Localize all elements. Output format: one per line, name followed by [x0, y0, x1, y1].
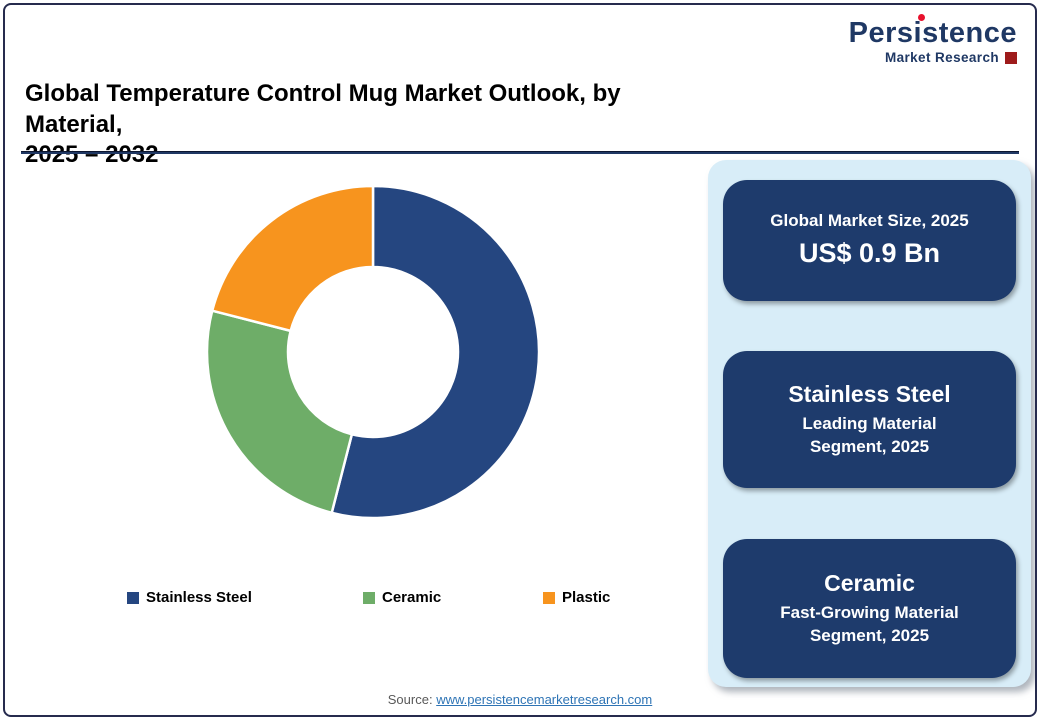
legend-item-ceramic: Ceramic: [363, 589, 441, 606]
legend-swatch-stainless-steel: [127, 591, 139, 604]
leading-segment-name: Stainless Steel: [788, 381, 951, 408]
company-logo: Persistence Market Research: [848, 14, 1017, 65]
highlights-panel: Global Market Size, 2025 US$ 0.9 Bn Stai…: [708, 160, 1031, 687]
logo-wordmark: Persistence: [848, 14, 1017, 49]
leading-segment-card: Stainless Steel Leading Material Segment…: [723, 351, 1016, 488]
legend-item-plastic: Plastic: [543, 589, 610, 606]
source-row: Source: www.persistencemarketresearch.co…: [5, 692, 1035, 707]
fast-growing-segment-label: Fast-Growing Material Segment, 2025: [780, 602, 959, 645]
donut-segment-plastic: [210, 184, 375, 333]
market-size-card: Global Market Size, 2025 US$ 0.9 Bn: [723, 180, 1016, 301]
logo-text: Persistence: [848, 17, 1017, 49]
fast-growing-segment-name: Ceramic: [824, 570, 915, 597]
logo-red-square-icon: [1005, 51, 1017, 64]
donut-chart: [205, 184, 541, 520]
title-divider: [21, 151, 1019, 154]
donut-segment-stainless-steel: [330, 184, 541, 520]
legend-swatch-plastic: [543, 591, 555, 604]
legend-label-plastic: Plastic: [562, 589, 611, 606]
legend-swatch-ceramic: [363, 591, 375, 604]
page-title: Global Temperature Control Mug Market Ou…: [25, 79, 695, 171]
fast-growing-segment-card: Ceramic Fast-Growing Material Segment, 2…: [723, 539, 1016, 678]
legend-item-stainless-steel: Stainless Steel: [127, 589, 252, 606]
page-title-line2: 2025 – 2032: [25, 141, 159, 169]
logo-red-dot-icon: [917, 14, 925, 21]
source-link[interactable]: www.persistencemarketresearch.com: [436, 692, 653, 707]
legend-label-ceramic: Ceramic: [382, 589, 442, 606]
logo-subtitle: Market Research: [884, 50, 999, 65]
legend-label-stainless-steel: Stainless Steel: [146, 589, 252, 606]
source-label: Source:: [387, 692, 433, 707]
donut-segment-ceramic: [205, 309, 354, 515]
page-frame: Persistence Market Research Global Tempe…: [3, 3, 1037, 717]
market-size-value: US$ 0.9 Bn: [798, 237, 941, 268]
donut-chart-area: [183, 162, 563, 542]
leading-segment-label: Leading Material Segment, 2025: [802, 413, 937, 456]
chart-legend: Stainless Steel Ceramic Plastic: [5, 589, 705, 613]
page-title-line1: Global Temperature Control Mug Market Ou…: [25, 80, 621, 138]
market-size-label: Global Market Size, 2025: [770, 210, 969, 230]
